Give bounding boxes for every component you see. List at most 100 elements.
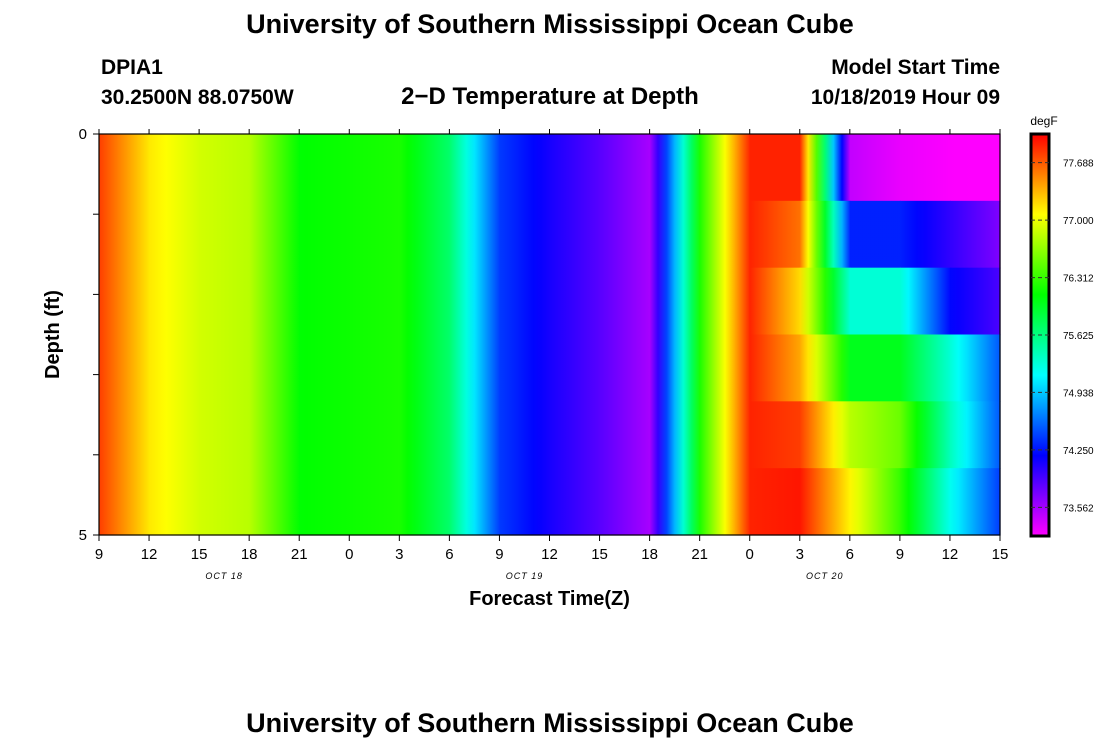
heatmap-cell xyxy=(900,401,951,468)
x-tick-label: 9 xyxy=(95,546,103,563)
heatmap-cell xyxy=(149,134,200,201)
page-title-bottom: University of Southern Mississippi Ocean… xyxy=(0,708,1100,739)
heatmap-cell xyxy=(349,335,400,402)
heatmap-cell xyxy=(199,468,250,535)
x-tick-label: 6 xyxy=(445,546,453,563)
heatmap-cell xyxy=(99,268,150,335)
heatmap-cell xyxy=(249,401,300,468)
heatmap-cell xyxy=(750,268,801,335)
heatmap-cell xyxy=(800,468,851,535)
heatmap-cell xyxy=(449,268,500,335)
colorbar-tick-label: 74.250 xyxy=(1063,446,1094,457)
heatmap-cell xyxy=(99,401,150,468)
heatmap-cell xyxy=(900,268,951,335)
heatmap-cell xyxy=(650,134,701,201)
heatmap-cell xyxy=(349,134,400,201)
heatmap-cell xyxy=(249,268,300,335)
heatmap-cell xyxy=(399,401,450,468)
x-tick-label: 9 xyxy=(495,546,503,563)
x-tick-label: 18 xyxy=(641,546,658,563)
heatmap-cell xyxy=(499,268,550,335)
heatmap-cell xyxy=(950,268,1001,335)
heatmap-cell xyxy=(249,201,300,268)
heatmap-cell xyxy=(750,401,801,468)
page-title-top: University of Southern Mississippi Ocean… xyxy=(0,9,1100,40)
heatmap-cell xyxy=(499,401,550,468)
heatmap-cell xyxy=(650,201,701,268)
x-tick-label: 6 xyxy=(846,546,854,563)
heatmap-cell xyxy=(900,201,951,268)
heatmap-cell xyxy=(700,468,751,535)
heatmap-cell xyxy=(700,201,751,268)
model-start-label: Model Start Time xyxy=(831,56,1000,80)
x-tick-label: 15 xyxy=(191,546,208,563)
heatmap-cell xyxy=(299,335,350,402)
heatmap-cell xyxy=(249,134,300,201)
model-start-time: 10/18/2019 Hour 09 xyxy=(811,86,1000,110)
chart-svg: 9 12 15 18 21 0 3 6 9 12 15 18 21 0 3 6 9 12 15 OCT 18 OCT 1… xyxy=(0,110,1100,620)
heatmap-cell xyxy=(900,335,951,402)
heatmap-cell xyxy=(399,134,450,201)
x-tick-label: 0 xyxy=(746,546,754,563)
heatmap-cell xyxy=(449,401,500,468)
heatmap-cell xyxy=(950,201,1001,268)
heatmap-cell xyxy=(249,335,300,402)
heatmap-cell xyxy=(149,268,200,335)
y-tick-label: 5 xyxy=(79,527,87,544)
colorbar-tick-label: 74.938 xyxy=(1063,388,1094,399)
colorbar-tick-label: 77.688 xyxy=(1063,159,1094,170)
heatmap-cell xyxy=(650,335,701,402)
heatmap-cell xyxy=(449,468,500,535)
heatmap-cell xyxy=(750,468,801,535)
colorbar: 77.68877.00076.31275.62574.93874.25073.5… xyxy=(1031,134,1094,536)
heatmap-cell xyxy=(550,201,601,268)
heatmap-cell xyxy=(349,401,400,468)
heatmap-cell xyxy=(499,468,550,535)
colorbar-tick-label: 77.000 xyxy=(1063,216,1094,227)
heatmap-cell xyxy=(600,335,651,402)
heatmap-cell xyxy=(99,201,150,268)
heatmap-cell xyxy=(700,134,751,201)
x-tick-label: 21 xyxy=(291,546,308,563)
heatmap-cell xyxy=(99,335,150,402)
heatmap-cell xyxy=(600,468,651,535)
heatmap-cell xyxy=(550,134,601,201)
heatmap-cell xyxy=(399,268,450,335)
heatmap-cell xyxy=(550,468,601,535)
heatmap-cell xyxy=(349,268,400,335)
heatmap-cell xyxy=(900,468,951,535)
heatmap-cells xyxy=(99,134,1001,536)
heatmap-cell xyxy=(449,335,500,402)
heatmap-cell xyxy=(800,201,851,268)
heatmap-cell xyxy=(600,268,651,335)
x-tick-label: 12 xyxy=(942,546,959,563)
heatmap-cell xyxy=(349,201,400,268)
heatmap-cell xyxy=(149,335,200,402)
x-tick-label: 15 xyxy=(591,546,608,563)
x-tick-label: 9 xyxy=(896,546,904,563)
heatmap-cell xyxy=(700,335,751,402)
heatmap-cell xyxy=(199,134,250,201)
heatmap-cell xyxy=(950,468,1001,535)
heatmap-cell xyxy=(199,201,250,268)
heatmap-cell xyxy=(349,468,400,535)
heatmap-cell xyxy=(700,401,751,468)
heatmap-cell xyxy=(950,401,1001,468)
x-tick-label: 15 xyxy=(992,546,1009,563)
heatmap-cell xyxy=(99,134,150,201)
heatmap-cell xyxy=(199,335,250,402)
heatmap-cell xyxy=(950,335,1001,402)
heatmap-cell xyxy=(600,201,651,268)
heatmap-cell xyxy=(800,268,851,335)
x-tick-label: 12 xyxy=(541,546,558,563)
y-axis-label: Depth (ft) xyxy=(42,290,64,379)
heatmap-cell xyxy=(800,401,851,468)
heatmap-cell xyxy=(650,468,701,535)
heatmap-cell xyxy=(600,134,651,201)
heatmap-cell xyxy=(449,201,500,268)
heatmap-cell xyxy=(499,134,550,201)
station-id: DPIA1 xyxy=(101,56,163,80)
x-tick-label: 3 xyxy=(395,546,403,563)
heatmap-cell xyxy=(850,335,901,402)
heatmap-cell xyxy=(850,201,901,268)
